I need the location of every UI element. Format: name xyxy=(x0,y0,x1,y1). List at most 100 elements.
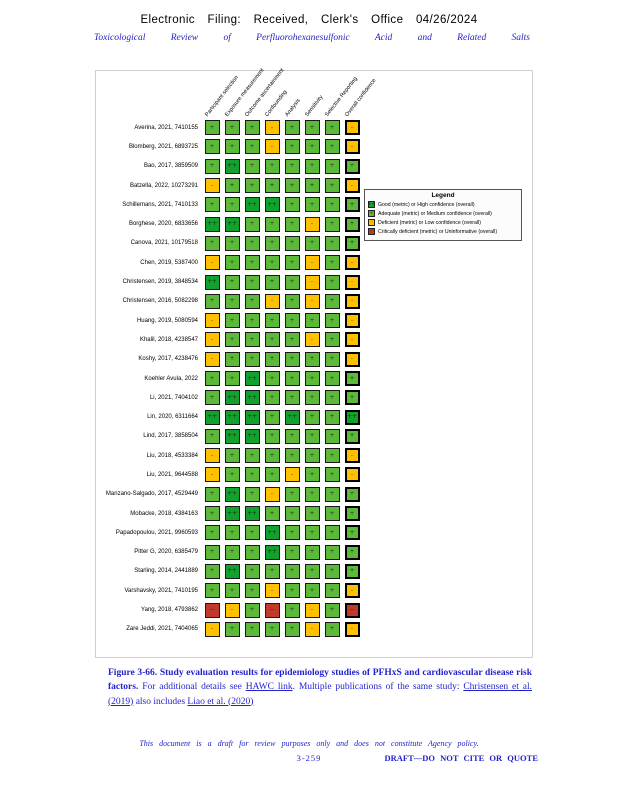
heatmap-cell: - xyxy=(204,448,220,464)
heatmap-cell: + xyxy=(304,390,320,406)
figure-caption: Figure 3-66. Study evaluation results fo… xyxy=(108,666,532,709)
heatmap-cell: + xyxy=(304,139,320,155)
legend: Legend ++ Good (metric) or High confidenc… xyxy=(364,189,522,241)
heatmap-cell: - xyxy=(304,216,320,232)
legend-swatch: + xyxy=(368,210,375,217)
heatmap-row: Papadopoulou, 2021, 9960593 + + + ++ + + + + xyxy=(96,523,362,542)
heatmap-cell: + xyxy=(324,602,340,618)
heatmap-cell: + xyxy=(244,544,260,560)
heatmap-cell: + xyxy=(264,621,280,637)
heatmap-row: Khalil, 2018, 4238547- + + + + - + - xyxy=(96,330,362,349)
heatmap-cell: + xyxy=(204,139,220,155)
heatmap-cell: + xyxy=(204,563,220,579)
heatmap-cell: + xyxy=(264,351,280,367)
heatmap-cell: - xyxy=(344,448,360,464)
heatmap-cell: ++ xyxy=(264,544,280,560)
heatmap-cell: + xyxy=(264,332,280,348)
study-label: Zare Jeddi, 2021, 7404065 xyxy=(126,626,198,633)
heatmap-cell: + xyxy=(264,563,280,579)
heatmap-cell: + xyxy=(324,139,340,155)
heatmap-cell: + xyxy=(244,120,260,136)
heatmap-cell: - xyxy=(304,255,320,271)
heatmap-cell: + xyxy=(224,139,240,155)
heatmap-cell: + xyxy=(264,313,280,329)
heatmap-row: Koehler Avula, 2022 + + ++ + + + + + xyxy=(96,369,362,388)
heatmap-cell: ++ xyxy=(224,216,240,232)
heatmap-cell: ++ xyxy=(204,409,220,425)
heatmap-row: Christensen, 2019, 3848534 ++ + + + + - + - xyxy=(96,272,362,291)
study-label: Liu, 2018, 4533384 xyxy=(146,452,198,459)
heatmap-cell: - xyxy=(204,332,220,348)
legend-title: Legend xyxy=(431,192,455,199)
legend-items: ++ Good (metric) or High confidence (over… xyxy=(368,201,518,235)
heatmap-cell: + xyxy=(324,216,340,232)
column-headers: Participant selection Exposure measuremen… xyxy=(96,68,377,118)
caption-link[interactable]: HAWC link xyxy=(245,682,293,693)
heatmap-cell: + xyxy=(244,216,260,232)
heatmap-cell: ++ xyxy=(244,428,260,444)
heatmap-cell: + xyxy=(204,293,220,309)
heatmap-cell: + xyxy=(284,139,300,155)
heatmap-cell: + xyxy=(284,486,300,502)
heatmap-cell: + xyxy=(344,563,360,579)
heatmap-cell: + xyxy=(304,313,320,329)
heatmap-cell: + xyxy=(224,525,240,541)
heatmap-cell: + xyxy=(224,621,240,637)
study-label: Batzella, 2022, 10273291 xyxy=(129,182,198,189)
legend-item: -- Critically deficient (metric) or Uninf… xyxy=(368,228,518,235)
caption-link[interactable]: Liao et al. (2020) xyxy=(187,696,254,707)
heatmap-cell: + xyxy=(244,293,260,309)
legend-label: Deficient (metric) or Low confidence (ov… xyxy=(378,219,481,226)
heatmap-cell: + xyxy=(244,602,260,618)
heatmap-row: Borghese, 2020, 6833656 ++ ++ + + + - + + xyxy=(96,214,362,233)
heatmap-row: Zare Jeddi, 2021, 7404065- + + + + - + - xyxy=(96,620,362,639)
heatmap-cell: + xyxy=(264,506,280,522)
heatmap-cell: + xyxy=(284,371,300,386)
heatmap-cell: + xyxy=(284,235,300,251)
heatmap-cell: - xyxy=(204,255,220,271)
heatmap-row: Li, 2021, 7404102 + ++ ++ + + + + + xyxy=(96,388,362,407)
study-label: Papadopoulou, 2021, 9960593 xyxy=(115,529,198,536)
heatmap-cell: + xyxy=(264,216,280,232)
heatmap-cell: + xyxy=(244,486,260,502)
heatmap-cell: ++ xyxy=(264,525,280,541)
heatmap-cell: - xyxy=(344,313,360,329)
caption-link[interactable]: Christensen et al. (2019) xyxy=(108,682,532,707)
heatmap-cell: + xyxy=(244,448,260,464)
heatmap-cell: + xyxy=(324,371,340,386)
study-label: Canova, 2021, 10179518 xyxy=(130,240,198,247)
study-label: Christensen, 2016, 5082298 xyxy=(122,298,198,305)
heatmap-cell: + xyxy=(324,120,340,136)
heatmap-cell: + xyxy=(284,428,300,444)
heatmap-cell: - xyxy=(344,139,360,155)
study-label: Koshy, 2017, 4238476 xyxy=(138,356,198,363)
heatmap-row: Lin, 2020, 6311664 ++ ++ ++ + ++ + + ++ xyxy=(96,407,362,426)
heatmap-cell: + xyxy=(204,390,220,406)
heatmap-cell: + xyxy=(344,197,360,213)
caption-text: also includes xyxy=(133,696,188,707)
heatmap-cell: + xyxy=(304,371,320,386)
study-label: Schillemans, 2021, 7410133 xyxy=(122,201,198,208)
study-label: Varshavsky, 2021, 7410195 xyxy=(124,587,199,594)
heatmap-cell: + xyxy=(324,235,340,251)
heatmap-cell: + xyxy=(344,525,360,541)
legend-item: + Adequate (metric) or Medium confidence … xyxy=(368,210,518,217)
heatmap-cell: ++ xyxy=(224,158,240,174)
heatmap-cell: + xyxy=(344,235,360,251)
heatmap-cell: + xyxy=(244,235,260,251)
heatmap-cell: ++ xyxy=(264,197,280,213)
heatmap-row: Blomberg, 2021, 6893725 + + + - + + + - xyxy=(96,137,362,156)
heatmap-cell: + xyxy=(264,274,280,290)
heatmap-row: Mobacke, 2018, 4384163 + ++ ++ + + + + + xyxy=(96,504,362,523)
heatmap-row: Canova, 2021, 10179518 + + + + + + + + xyxy=(96,234,362,253)
page-number: 3-259 xyxy=(296,753,322,763)
heatmap-cell: + xyxy=(204,371,220,386)
legend-label: Adequate (metric) or Medium confidence (… xyxy=(378,210,492,217)
heatmap-cell: + xyxy=(244,255,260,271)
heatmap-cell: + xyxy=(324,583,340,599)
study-label: Li, 2021, 7404102 xyxy=(149,394,198,401)
heatmap-cell: -- xyxy=(344,602,360,618)
heatmap-cell: + xyxy=(244,583,260,599)
heatmap-cell: + xyxy=(284,525,300,541)
heatmap-row: Averina, 2021, 7410155 + + + - + + + - xyxy=(96,118,362,137)
